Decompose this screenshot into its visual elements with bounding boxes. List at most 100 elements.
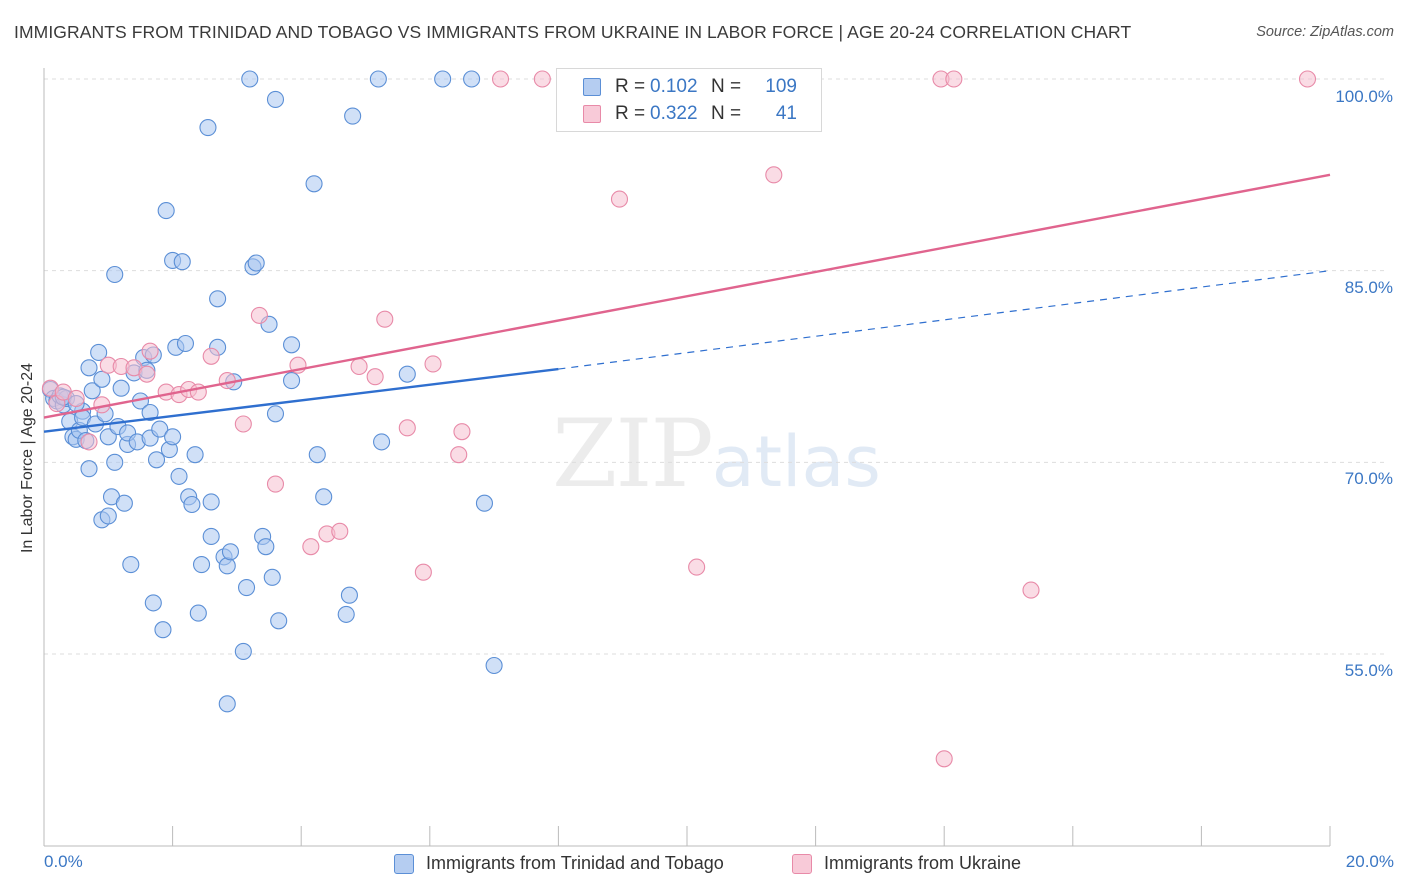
blue-data-point — [173, 253, 191, 271]
y-axis-label: In Labor Force | Age 20-24 — [19, 362, 36, 554]
blue-data-point — [241, 70, 259, 88]
blue-data-point — [147, 451, 166, 469]
pink-swatch — [583, 105, 601, 123]
blue-data-point — [270, 612, 288, 630]
blue-data-point — [475, 494, 494, 512]
blue-data-point — [369, 70, 387, 88]
blue-data-point — [266, 405, 285, 423]
pink-data-point — [414, 563, 432, 581]
pink-data-point — [398, 419, 416, 437]
blue-data-point — [141, 403, 159, 422]
blue-data-point — [115, 494, 133, 512]
blue-data-point — [202, 527, 220, 545]
blue-data-point — [218, 695, 236, 713]
pink-data-point — [376, 310, 394, 328]
n-value: 41 — [775, 103, 797, 124]
blue-data-point — [344, 107, 362, 125]
x-tick-label-min: 0.0% — [44, 852, 83, 871]
pink-data-point — [610, 190, 629, 208]
trend-layer — [43, 173, 1331, 433]
blue-data-point — [106, 265, 124, 284]
blue-data-point — [221, 543, 240, 561]
blue-data-point — [315, 488, 333, 506]
r-label: R = — [615, 76, 646, 97]
pink-data-point — [250, 306, 268, 324]
n-label: N = — [711, 103, 742, 124]
blue-data-point — [106, 453, 124, 471]
pink-data-point — [266, 475, 285, 493]
blue-data-point — [266, 90, 285, 108]
blue-data-point — [83, 382, 101, 400]
blue-data-point — [80, 460, 98, 478]
x-tick-label-max: 20.0% — [1345, 852, 1394, 871]
y-tick-label-70: 70.0% — [1344, 469, 1393, 488]
blue-data-point — [308, 446, 326, 464]
watermark-zip: ZIP — [552, 400, 714, 509]
blue-data-point — [90, 343, 108, 361]
pink-data-point — [138, 365, 156, 383]
r-label: R = — [615, 103, 646, 124]
blue-data-point — [263, 568, 281, 586]
blue-data-point — [283, 336, 301, 354]
pink-data-point — [350, 357, 368, 376]
n-label: N = — [711, 76, 742, 97]
pink-swatch — [792, 854, 812, 874]
blue-data-point — [202, 493, 220, 511]
blue-data-point — [398, 365, 416, 383]
blue-data-point — [93, 370, 111, 388]
pink-data-point — [491, 70, 510, 88]
blue-data-point — [170, 467, 188, 485]
blue-data-point — [237, 579, 256, 597]
pink-data-point — [202, 347, 220, 365]
blue-data-point — [192, 556, 211, 574]
blue-data-point — [183, 495, 201, 514]
pink-data-point — [450, 446, 468, 464]
blue-data-point — [373, 433, 391, 451]
blue-data-point — [337, 605, 355, 623]
blue-data-point — [340, 586, 358, 604]
pink-data-point — [765, 166, 783, 184]
blue-data-point — [209, 290, 227, 308]
legend-label: Immigrants from Ukraine — [824, 853, 1022, 873]
y-tick-label-100: 100.0% — [1335, 87, 1393, 106]
blue-data-point — [154, 621, 172, 639]
legend-item-trinidad: Immigrants from Trinidad and Tobago — [394, 852, 774, 876]
grid-layer — [44, 78, 1388, 655]
stats-legend-row-pink: R = 0.322 N = 41 — [557, 101, 821, 127]
pink-data-point — [1298, 70, 1317, 88]
points-layer — [41, 70, 1317, 768]
pink-data-point — [218, 372, 236, 390]
blue-data-point — [144, 594, 162, 612]
blue-data-point — [112, 379, 130, 397]
blue-data-point — [218, 557, 236, 575]
blue-data-point — [157, 202, 175, 220]
pink-data-point — [331, 522, 349, 540]
blue-data-point — [283, 372, 301, 390]
pink-data-point — [424, 355, 442, 373]
blue-data-point — [151, 420, 169, 438]
r-value: 0.102 — [650, 76, 698, 97]
blue-data-point — [485, 656, 503, 675]
blue-data-point — [247, 254, 265, 272]
blue-data-point — [257, 538, 275, 556]
n-value: 109 — [765, 76, 797, 97]
pink-data-point — [234, 415, 252, 433]
blue-trend-line — [43, 367, 559, 433]
blue-data-point — [186, 446, 204, 464]
pink-data-point — [141, 342, 159, 360]
blue-data-point — [99, 507, 117, 525]
pink-data-point — [1022, 581, 1040, 599]
blue-data-point — [234, 642, 252, 660]
stats-legend-row-blue: R = 0.102 N = 109 — [557, 74, 821, 100]
chart-title: IMMIGRANTS FROM TRINIDAD AND TOBAGO VS I… — [14, 22, 1132, 42]
pink-data-point — [366, 368, 384, 386]
blue-data-point — [176, 334, 195, 353]
blue-data-point — [164, 428, 182, 446]
legend-item-ukraine: Immigrants from Ukraine — [792, 852, 1072, 876]
pink-data-point — [302, 538, 320, 556]
blue-data-point — [199, 119, 217, 137]
stats-legend: R = 0.102 N = 109 R = 0.322 N = 41 — [556, 68, 822, 132]
r-value: 0.322 — [650, 103, 698, 124]
y-tick-label-85: 85.0% — [1344, 278, 1393, 297]
